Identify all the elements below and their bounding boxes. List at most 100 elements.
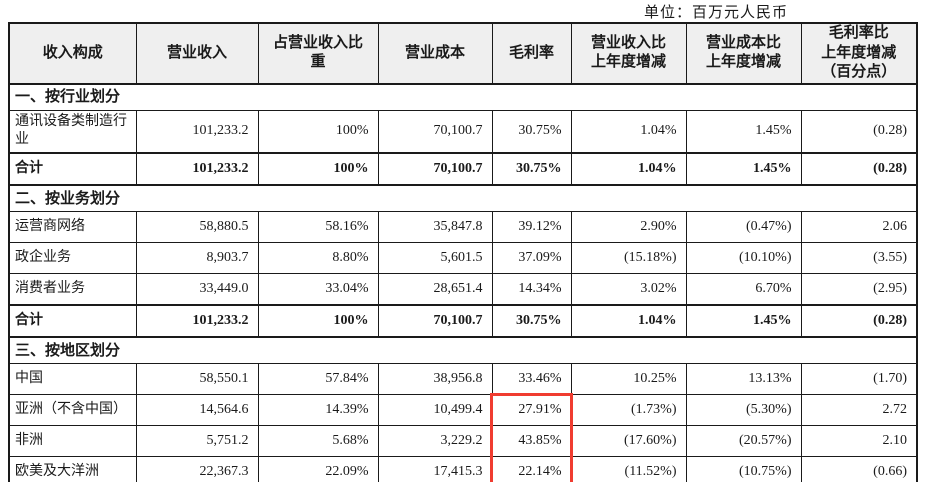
header-row: 收入构成 营业收入 占营业收入比重营业成本 毛利率 营业收入比 上年度增减 营业成本比 上年度… [8, 22, 918, 85]
section-header-row: 三、按地区划分 [8, 336, 918, 365]
cell-margin_yoy: (3.55) [800, 242, 918, 275]
cell-revenue: 33,449.0 [135, 273, 259, 306]
table-row: 中国 58,550.1 57.84% 38,956.8 33.46% 10.25% 13.1… [8, 363, 918, 396]
cell-revenue: 14,564.6 [135, 394, 259, 427]
cell-category: 政企业务 [8, 242, 137, 275]
cell-cost: 38,956.8 [377, 363, 493, 396]
cell-margin_yoy: (0.28) [800, 109, 918, 154]
column-header-margin_yoy: 毛利率比 上年度增减 （百分点） [800, 22, 918, 85]
cell-category: 亚洲（不含中国） [8, 394, 137, 427]
table-row: 亚洲（不含中国） 14,564.6 14.39% 10,499.4 27.91% (1.7… [8, 394, 918, 427]
cell-margin_yoy: 2.10 [800, 425, 918, 458]
cell-cost_yoy: 1.45% [685, 109, 802, 154]
cell-gross_margin: 39.12% [491, 211, 572, 244]
cell-gross_margin: 30.75% [491, 152, 572, 187]
cell-revenue_yoy: 1.04% [570, 109, 687, 154]
cell-cost: 10,499.4 [377, 394, 493, 427]
cell-revenue_share: 33.04% [257, 273, 379, 306]
unit-label: 单位：百万元人民币 [644, 5, 789, 21]
cell-revenue_yoy: (1.73%) [570, 394, 687, 427]
cell-category: 中国 [8, 363, 137, 396]
cell-revenue_share: 8.80% [257, 242, 379, 275]
table-row: 通讯设备类制造行业 101,233.2 100% 70,100.7 30.75% 1.04… [8, 109, 918, 154]
cell-category: 欧美及大洋洲 [8, 456, 137, 482]
cell-category: 非洲 [8, 425, 137, 458]
column-header-revenue_share: 占营业收入比重 [257, 22, 379, 85]
cell-cost: 17,415.3 [377, 456, 493, 482]
cell-category: 运营商网络 [8, 211, 137, 244]
cell-cost: 70,100.7 [377, 304, 493, 339]
cell-margin_yoy: 2.72 [800, 394, 918, 427]
cell-revenue: 58,880.5 [135, 211, 259, 244]
cell-cost_yoy: (0.47%) [685, 211, 802, 244]
cell-revenue: 101,233.2 [135, 152, 259, 187]
cell-revenue_yoy: (17.60%) [570, 425, 687, 458]
table-row: 政企业务 8,903.7 8.80% 5,601.5 37.09% (15.18%) (10… [8, 242, 918, 275]
cell-gross_margin: 27.91% [491, 394, 572, 427]
table-row: 消费者业务 33,449.0 33.04% 28,651.4 14.34% 3.02% 6.… [8, 273, 918, 306]
table-row: 非洲 5,751.2 5.68% 3,229.2 43.85% (17.60%) (20.5… [8, 425, 918, 458]
cell-cost: 5,601.5 [377, 242, 493, 275]
cell-cost: 70,100.7 [377, 152, 493, 187]
cell-cost_yoy: 1.45% [685, 304, 802, 339]
cell-margin_yoy: (1.70) [800, 363, 918, 396]
column-header-cost_yoy: 营业成本比 上年度增减 [685, 22, 802, 85]
table-row: 合计 101,233.2 100% 70,100.7 30.75% 1.04% 1.45%(… [8, 304, 918, 339]
cell-revenue: 101,233.2 [135, 109, 259, 154]
cell-revenue_yoy: 3.02% [570, 273, 687, 306]
cell-cost_yoy: 6.70% [685, 273, 802, 306]
table-body: 一、按行业划分 通讯设备类制造行业 101,233.2 100% 70,100.7 30.… [8, 83, 918, 482]
cell-margin_yoy: (0.66) [800, 456, 918, 482]
column-header-category: 收入构成 [8, 22, 137, 85]
table-header: 收入构成 营业收入 占营业收入比重营业成本 毛利率 营业收入比 上年度增减 营业成本比 上年度… [8, 22, 918, 85]
cell-revenue_share: 57.84% [257, 363, 379, 396]
cell-margin_yoy: (2.95) [800, 273, 918, 306]
cell-revenue_share: 100% [257, 152, 379, 187]
column-header-revenue_yoy: 营业收入比 上年度增减 [570, 22, 687, 85]
column-header-cost: 营业成本 [377, 22, 493, 85]
cell-cost_yoy: (20.57%) [685, 425, 802, 458]
cell-cost_yoy: 13.13% [685, 363, 802, 396]
cell-margin_yoy: (0.28) [800, 152, 918, 187]
cell-gross_margin: 30.75% [491, 109, 572, 154]
cell-gross_margin: 43.85% [491, 425, 572, 458]
cell-margin_yoy: 2.06 [800, 211, 918, 244]
cell-revenue_yoy: 2.90% [570, 211, 687, 244]
section-title: 二、按业务划分 [8, 184, 918, 213]
cell-revenue_yoy: (11.52%) [570, 456, 687, 482]
cell-revenue: 101,233.2 [135, 304, 259, 339]
cell-revenue: 58,550.1 [135, 363, 259, 396]
cell-revenue_share: 100% [257, 109, 379, 154]
cell-gross_margin: 30.75% [491, 304, 572, 339]
cell-revenue_share: 58.16% [257, 211, 379, 244]
cell-cost: 28,651.4 [377, 273, 493, 306]
cell-revenue_share: 5.68% [257, 425, 379, 458]
cell-revenue_yoy: (15.18%) [570, 242, 687, 275]
cell-category: 消费者业务 [8, 273, 137, 306]
cell-cost: 3,229.2 [377, 425, 493, 458]
revenue-composition-table: 收入构成 营业收入 占营业收入比重营业成本 毛利率 营业收入比 上年度增减 营业成本比 上年度… [8, 22, 918, 482]
cell-revenue: 8,903.7 [135, 242, 259, 275]
section-header-row: 一、按行业划分 [8, 83, 918, 111]
cell-cost_yoy: (10.10%) [685, 242, 802, 275]
cell-gross_margin: 37.09% [491, 242, 572, 275]
table-row: 合计 101,233.2 100% 70,100.7 30.75% 1.04% 1.45%(… [8, 152, 918, 187]
table-row: 欧美及大洋洲 22,367.3 22.09% 17,415.3 22.14% (11.52… [8, 456, 918, 482]
section-title: 三、按地区划分 [8, 336, 918, 365]
cell-gross_margin: 33.46% [491, 363, 572, 396]
cell-revenue_share: 100% [257, 304, 379, 339]
cell-cost: 70,100.7 [377, 109, 493, 154]
table-row: 运营商网络 58,880.5 58.16% 35,847.8 39.12% 2.90% (0… [8, 211, 918, 244]
cell-cost: 35,847.8 [377, 211, 493, 244]
cell-category: 合计 [8, 152, 137, 187]
column-header-gross_margin: 毛利率 [491, 22, 572, 85]
column-header-revenue: 营业收入 [135, 22, 259, 85]
cell-gross_margin: 22.14% [491, 456, 572, 482]
cell-cost_yoy: (5.30%) [685, 394, 802, 427]
cell-gross_margin: 14.34% [491, 273, 572, 306]
cell-revenue: 5,751.2 [135, 425, 259, 458]
section-header-row: 二、按业务划分 [8, 184, 918, 213]
cell-cost_yoy: (10.75%) [685, 456, 802, 482]
cell-cost_yoy: 1.45% [685, 152, 802, 187]
